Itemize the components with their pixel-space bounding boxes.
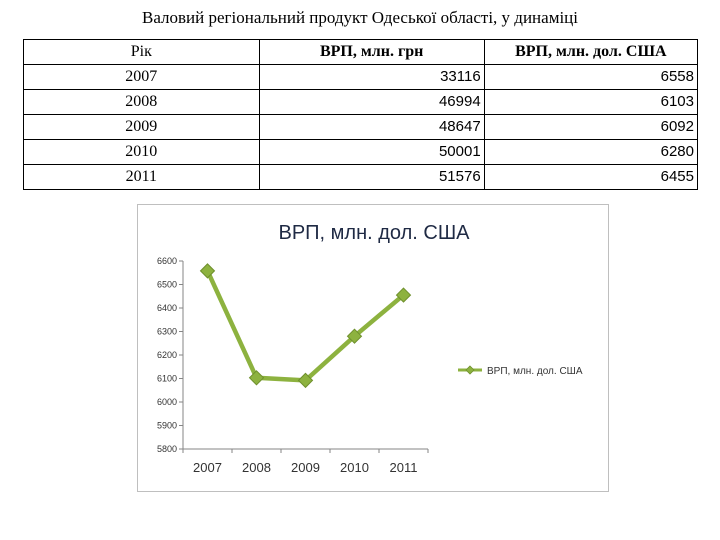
data-point-marker — [248, 370, 265, 386]
data-point-marker — [395, 287, 412, 303]
table-row: 2011 51576 6455 — [23, 164, 699, 190]
data-table: Рік ВРП, млн. грн ВРП, млн. дол. США 200… — [23, 39, 699, 190]
data-point-marker — [297, 372, 314, 389]
table-cell-grp-usd: 6280 — [483, 139, 699, 165]
data-point-marker — [346, 328, 363, 344]
line-chart: ВРП, млн. дол. США 6600 6500 6400 6300 6200 61… — [157, 222, 583, 475]
chart-title: ВРП, млн. дол. США — [279, 222, 471, 244]
table-cell-year: 2009 — [23, 114, 260, 140]
table-cell-year: 2008 — [23, 89, 260, 115]
table-cell-grp-uah: 46994 — [258, 89, 485, 115]
column-header-grp-uah: ВРП, млн. грн — [258, 39, 485, 65]
y-tick-label: 6000 — [157, 397, 177, 407]
series-line — [205, 268, 406, 383]
x-tick-label: 2007 — [193, 460, 222, 475]
y-tick-label: 6300 — [157, 327, 177, 337]
legend-label: ВРП, млн. дол. США — [487, 366, 583, 377]
column-header-year: Рік — [23, 39, 260, 65]
table-cell-grp-uah: 48647 — [258, 114, 485, 140]
chart-container: ВРП, млн. дол. США 6600 6500 6400 6300 6200 61… — [137, 204, 609, 492]
table-header-row: Рік ВРП, млн. грн ВРП, млн. дол. США — [23, 39, 699, 65]
table-cell-grp-usd: 6092 — [483, 114, 699, 140]
y-tick-label: 5800 — [157, 444, 177, 454]
x-tick-label: 2009 — [291, 460, 320, 475]
y-tick-label: 6200 — [157, 350, 177, 360]
table-cell-grp-usd: 6455 — [483, 164, 699, 190]
legend-swatch-marker — [465, 365, 475, 375]
table-row: 2010 50001 6280 — [23, 139, 699, 165]
table-cell-year: 2007 — [23, 64, 260, 90]
y-tick-label: 6400 — [157, 303, 177, 313]
table-cell-grp-uah: 51576 — [258, 164, 485, 190]
table-row: 2008 46994 6103 — [23, 89, 699, 115]
table-cell-year: 2010 — [23, 139, 260, 165]
page-title: Валовий регіональний продукт Одеської об… — [141, 8, 578, 27]
column-header-grp-usd: ВРП, млн. дол. США — [483, 39, 699, 65]
x-tick-label: 2008 — [242, 460, 271, 475]
table-cell-year: 2011 — [23, 164, 260, 190]
y-tick-label: 5900 — [157, 421, 177, 431]
data-point-marker — [199, 263, 216, 279]
y-tick-label: 6500 — [157, 280, 177, 290]
table-row: 2009 48647 6092 — [23, 114, 699, 140]
table-row: 2007 33116 6558 — [23, 64, 699, 90]
y-tick-label: 6100 — [157, 374, 177, 384]
table-cell-grp-uah: 50001 — [258, 139, 485, 165]
table-cell-grp-usd: 6558 — [483, 64, 699, 90]
y-tick-label: 6600 — [157, 256, 177, 266]
table-cell-grp-uah: 33116 — [258, 64, 485, 90]
x-tick-label: 2010 — [340, 460, 369, 475]
table-cell-grp-usd: 6103 — [483, 89, 699, 115]
x-tick-label: 2011 — [390, 460, 418, 475]
